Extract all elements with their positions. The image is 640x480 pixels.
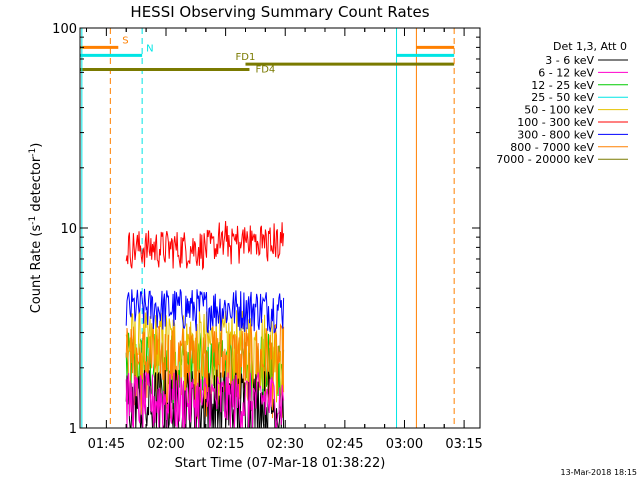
x-tick-label: 03:15 bbox=[445, 437, 482, 452]
y-tick-label: 1 bbox=[69, 422, 77, 437]
legend-entry-label: 6 - 12 keV bbox=[538, 66, 594, 79]
y-tick-label: 10 bbox=[60, 222, 77, 237]
annotation-label: FD1 bbox=[236, 52, 256, 63]
x-tick-label: 02:30 bbox=[266, 437, 303, 452]
footer-stamp: 13-Mar-2018 18:15 bbox=[561, 468, 638, 477]
annotation-label: N bbox=[146, 43, 153, 54]
series-trace bbox=[125, 370, 285, 430]
y-axis-label: Count Rate (s-1 detector-1) bbox=[28, 143, 44, 314]
x-axis-label: Start Time (07-Mar-18 01:38:22) bbox=[175, 456, 386, 471]
x-tick-label: 02:15 bbox=[207, 437, 244, 452]
legend-entry-label: 12 - 25 keV bbox=[531, 79, 594, 92]
series-trace bbox=[125, 220, 285, 271]
legend-entry-label: 300 - 800 keV bbox=[517, 128, 594, 141]
legend-entry-label: 7000 - 20000 keV bbox=[496, 153, 594, 166]
annotation-label: FD4 bbox=[255, 65, 275, 76]
legend-entry-label: 3 - 6 keV bbox=[545, 54, 594, 67]
legend-entry-label: 100 - 300 keV bbox=[517, 116, 594, 129]
x-axis: 01:45 02:00 02:15 02:30 02:45 03:00 03:15 bbox=[85, 28, 483, 452]
legend-entry-label: 800 - 7000 keV bbox=[510, 141, 594, 154]
x-tick-label: 01:45 bbox=[88, 437, 125, 452]
x-tick-label: 03:00 bbox=[386, 437, 423, 452]
annotation-label: S bbox=[122, 35, 128, 46]
y-tick-label: 100 bbox=[52, 22, 77, 37]
legend-header: Det 1,3, Att 0 bbox=[553, 40, 627, 53]
x-tick-label: 02:00 bbox=[147, 437, 184, 452]
y-axis: 1 10 100 bbox=[52, 22, 480, 437]
series-trace bbox=[125, 288, 285, 334]
plot-area: S N FD1 FD4 bbox=[80, 28, 455, 430]
chart-title: HESSI Observing Summary Count Rates bbox=[130, 3, 429, 21]
legend-entry-label: 25 - 50 keV bbox=[531, 91, 594, 104]
x-tick-label: 02:45 bbox=[326, 437, 363, 452]
legend-entry-label: 50 - 100 keV bbox=[524, 104, 594, 117]
